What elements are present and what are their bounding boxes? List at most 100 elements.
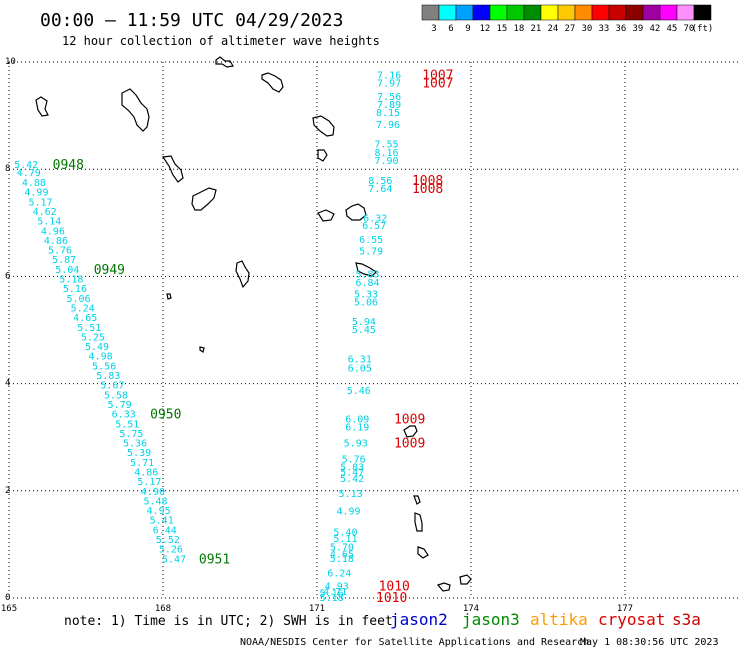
time-label: 1009 (394, 437, 425, 452)
island-outline (312, 115, 335, 137)
y-tick-label: 2 (5, 486, 10, 496)
swh-value-label: 5.42 (14, 160, 38, 171)
swh-value-label: 5.49 (85, 342, 109, 353)
island-outline (121, 88, 150, 132)
colorbar-label: 12 (479, 24, 490, 34)
chart-subtitle: 12 hour collection of altimeter wave hei… (62, 34, 380, 48)
swh-value-label: 6.57 (362, 221, 386, 232)
island-outline (403, 425, 418, 438)
swh-value-label: 5.87 (52, 255, 76, 266)
colorbar-swatch (506, 4, 525, 21)
colorbar-swatch (523, 4, 542, 21)
island-outline (261, 72, 284, 93)
y-tick-label: 6 (5, 271, 10, 281)
swh-value-label: 5.41 (150, 516, 174, 527)
swh-value-label: 4.99 (336, 507, 360, 518)
swh-value-label: 4.95 (147, 506, 171, 517)
island-outline (199, 346, 205, 353)
colorbar-legend: 3 6 9 12 15 18 21 24 27 30 33 36 39 42 45 70(ft) (421, 4, 713, 34)
swh-value-label: 5.47 (340, 468, 364, 479)
colorbar-swatch (659, 4, 678, 21)
time-label: 0949 (94, 263, 125, 278)
time-label: 0950 (150, 408, 181, 423)
swh-value-label: 7.56 (377, 92, 401, 103)
time-label: 1008 (412, 182, 443, 197)
time-label: 1007 (422, 68, 453, 83)
swh-value-label: 5.06 (354, 298, 378, 309)
swh-value-label: 5.52 (156, 535, 180, 546)
swh-value-label: 5.17 (137, 477, 161, 488)
swh-value-label: 5.36 (123, 439, 147, 450)
colorbar-label: 15 (496, 24, 507, 34)
colorbar-label: 36 (615, 24, 626, 34)
swh-value-label: 5.46 (347, 386, 371, 397)
colorbar-swatch (540, 4, 559, 21)
satellite-name: jason3 (462, 610, 520, 629)
swh-value-label: 4.71 (323, 587, 347, 598)
satellite-name: jason2 (390, 610, 448, 629)
time-labels: 0948094909500951100710071008100810091009… (53, 68, 454, 606)
colorbar-label: 27 (564, 24, 575, 34)
swh-value-label: 4.98 (89, 352, 113, 363)
colorbar-label: 45 (666, 24, 677, 34)
colorbar-swatch (557, 4, 576, 21)
swh-value-label: 4.62 (33, 207, 57, 218)
plot-area: 5.424.794.884.995.174.625.144.964.865.76… (8, 56, 740, 606)
swh-value-label: 4.99 (24, 188, 48, 199)
swh-value-label: 5.40 (333, 528, 357, 539)
swh-value-label: 5.17 (29, 197, 53, 208)
data-points: 5.424.794.884.995.174.625.144.964.865.76… (14, 70, 401, 604)
colorbar-label: 42 (649, 24, 660, 34)
gridlines (8, 61, 740, 599)
swh-value-label: 5.16 (320, 589, 344, 600)
time-label: 0951 (199, 552, 230, 567)
colorbar-swatch (438, 4, 457, 21)
island-outline (345, 203, 367, 221)
colorbar-label: 18 (513, 24, 524, 34)
colorbar-label: 39 (632, 24, 643, 34)
swh-value-label: 5.70 (330, 543, 354, 554)
swh-value-label: 7.90 (374, 156, 398, 167)
swh-value-label: 8.56 (368, 176, 392, 187)
swh-value-label: 5.24 (71, 303, 95, 314)
island-outline (35, 96, 49, 117)
time-label: 0948 (53, 158, 84, 173)
swh-value-label: 5.93 (344, 439, 368, 450)
swh-value-label: 6.09 (345, 414, 369, 425)
colorbar-swatch (625, 4, 644, 21)
swh-value-label: 4.96 (41, 226, 65, 237)
swh-value-label: 6.31 (348, 354, 372, 365)
island-outline (413, 495, 421, 505)
swh-value-label: 5.18 (320, 593, 344, 604)
island-outline (317, 209, 335, 222)
colorbar-label: 70 (683, 24, 694, 34)
swh-value-label: 4.90 (141, 487, 165, 498)
colorbar-swatch (642, 4, 661, 21)
swh-value-label: 5.83 (340, 463, 364, 474)
satellite-name: s3a (672, 610, 701, 629)
colorbar-label: 21 (530, 24, 541, 34)
time-label: 1010 (376, 591, 407, 606)
swh-value-label: 7.55 (374, 139, 398, 150)
swh-value-label: 5.14 (37, 217, 61, 228)
swh-value-label: 5.18 (59, 275, 83, 286)
y-axis-ticks: 0 2 4 6 8 10 (5, 57, 16, 603)
swh-value-label: 4.79 (17, 168, 41, 179)
island-outline (436, 582, 451, 592)
island-outlines (35, 56, 472, 592)
swh-value-label: 5.18 (330, 554, 354, 565)
swh-value-label: 4.88 (22, 178, 46, 189)
swh-value-label: 6.32 (363, 213, 387, 224)
swh-value-label: 6.84 (355, 278, 379, 289)
swh-value-label: 6.55 (359, 235, 383, 246)
swh-value-label: 5.04 (55, 265, 79, 276)
colorbar-swatch (574, 4, 593, 21)
swh-value-label: 5.51 (115, 419, 139, 430)
colorbar-label: 33 (598, 24, 609, 34)
y-tick-label: 0 (5, 593, 10, 603)
swh-value-label: 5.45 (352, 325, 376, 336)
colorbar-swatch (676, 4, 695, 21)
swh-value-label: 5.79 (108, 400, 132, 411)
colorbar-label: 9 (465, 24, 470, 34)
